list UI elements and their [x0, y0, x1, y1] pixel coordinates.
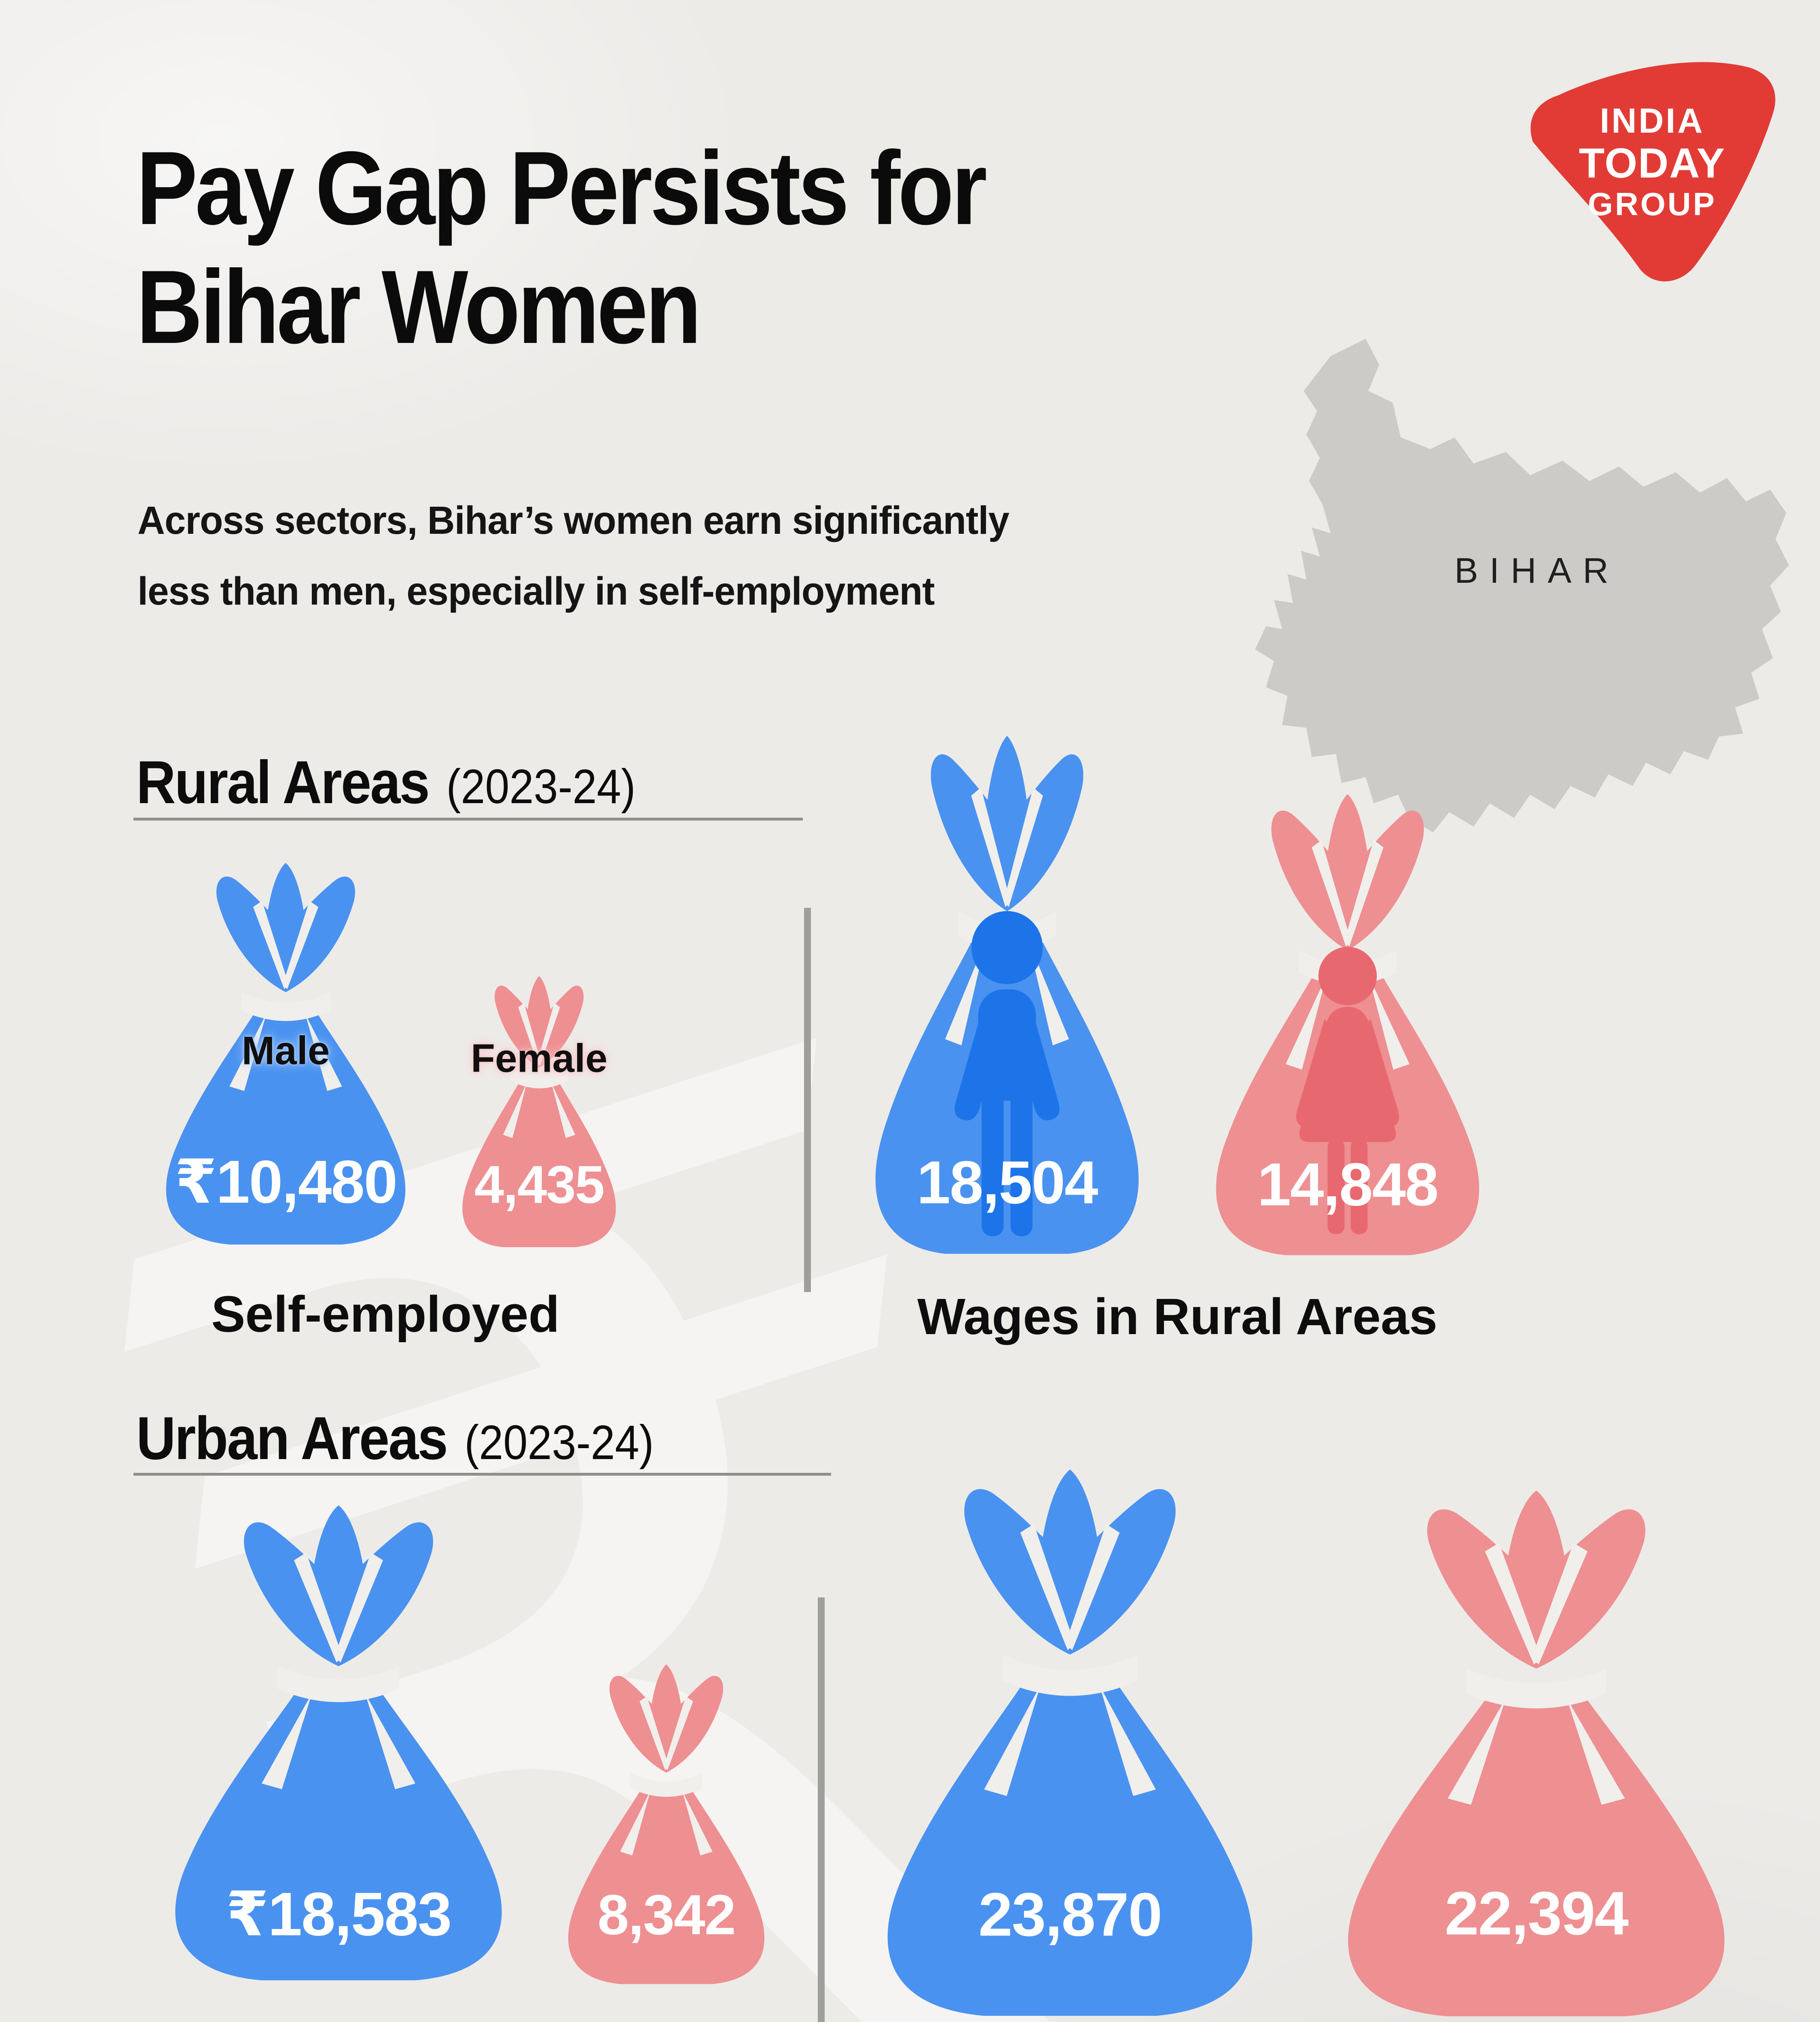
urban-heading-underline	[133, 1473, 831, 1476]
caption-rural-selfemployed: Self-employed	[211, 1286, 560, 1343]
rural-heading-underline	[133, 818, 803, 821]
gender-label-male: Male	[241, 1028, 330, 1073]
logo-line-group: GROUP	[1587, 186, 1717, 222]
value-urban-wages-female: 22,394	[1445, 1879, 1629, 1948]
money-bag-rural-wages-female: 14,848	[1185, 785, 1511, 1266]
money-bag-urban-wages-male: 23,870	[844, 1459, 1296, 2022]
value-rural-wages-male: 18,504	[916, 1148, 1098, 1216]
page-subtitle: Across sectors, Bihar’s women earn signi…	[138, 485, 1009, 626]
value-rural-wages-female: 14,848	[1257, 1150, 1439, 1218]
money-bag-urban-selfemployed-male: ₹18,583	[136, 1496, 541, 1992]
money-bag-urban-selfemployed-female: 8,342	[545, 1658, 788, 1992]
urban-heading-text: Urban Areas	[136, 1404, 448, 1472]
logo-line-india: INDIA	[1600, 102, 1705, 140]
rural-heading-text: Rural Areas	[136, 748, 430, 816]
rural-section-heading: Rural Areas (2023-24)	[136, 747, 636, 817]
urban-section-divider	[818, 1597, 825, 2022]
india-today-group-logo-text: INDIA TODAY GROUP	[1537, 102, 1767, 222]
money-bag-rural-selfemployed-male: Male ₹10,480	[138, 855, 434, 1254]
rural-heading-period: (2023-24)	[446, 759, 636, 814]
value-urban-selfemployed-male: ₹18,583	[226, 1880, 452, 1949]
india-today-group-logo	[1515, 51, 1788, 283]
rural-section-divider	[804, 908, 811, 1292]
logo-line-today: TODAY	[1579, 140, 1726, 187]
urban-heading-period: (2023-24)	[464, 1415, 654, 1470]
map-label: BIHAR	[1454, 550, 1620, 590]
page-title: Pay Gap Persists for Bihar Women	[136, 129, 987, 366]
gender-label-female: Female	[471, 1036, 607, 1081]
money-bag-rural-selfemployed-female: Female 4,435	[444, 971, 634, 1254]
value-rural-selfemployed-male: ₹10,480	[174, 1147, 398, 1216]
caption-rural-wages: Wages in Rural Areas	[917, 1288, 1438, 1345]
bihar-map-shape	[1255, 338, 1789, 833]
value-urban-wages-male: 23,870	[978, 1880, 1162, 1949]
page-title-line2: Bihar Women	[136, 248, 702, 366]
bihar-map	[1242, 315, 1808, 954]
value-rural-selfemployed-female: 4,435	[474, 1155, 605, 1214]
india-today-group-logo-shape	[1530, 62, 1776, 281]
page-title-line1: Pay Gap Persists for	[136, 129, 987, 246]
value-urban-selfemployed-female: 8,342	[597, 1883, 736, 1947]
page-subtitle-line1: Across sectors, Bihar’s women earn signi…	[138, 498, 1009, 542]
urban-section-heading: Urban Areas (2023-24)	[136, 1403, 654, 1473]
page-subtitle-line2: less than men, especially in self-employ…	[138, 569, 935, 613]
money-bag-urban-wages-female: 22,394	[1303, 1480, 1769, 2022]
money-bag-rural-wages-male: 18,504	[844, 725, 1170, 1266]
